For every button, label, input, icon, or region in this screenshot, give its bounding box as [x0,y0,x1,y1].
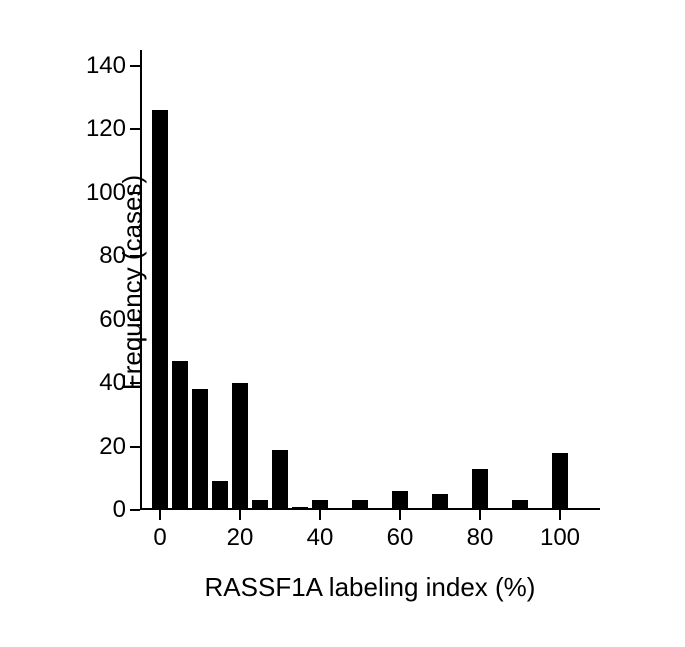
histogram-bar [212,481,228,510]
y-axis-label: Frequency (cases) [117,175,148,390]
histogram-bar [152,110,168,510]
x-tick-label: 40 [307,510,334,552]
y-tick-label: 140 [86,52,140,80]
y-tick-label: 20 [99,433,140,461]
x-axis-label: RASSF1A labeling index (%) [140,572,600,603]
x-tick-label: 100 [540,510,580,552]
histogram-bar [312,500,328,510]
plot-area: 020406080100120140020406080100 [140,50,600,510]
histogram-bar [392,491,408,510]
histogram-bar [552,453,568,510]
y-tick-label: 120 [86,115,140,143]
histogram-bar [432,494,448,510]
x-tick-label: 20 [227,510,254,552]
x-axis-line [140,508,600,510]
histogram-bar [172,361,188,510]
histogram-bar [232,383,248,510]
x-tick-label: 80 [467,510,494,552]
y-tick-label: 0 [113,496,140,524]
histogram-bar [352,500,368,510]
histogram-bar [192,389,208,510]
histogram-bar [472,469,488,510]
histogram-bar [252,500,268,510]
histogram-bar [272,450,288,510]
histogram-bar [292,507,308,510]
histogram-bar [512,500,528,510]
x-tick-label: 0 [153,510,166,552]
chart-container: 020406080100120140020406080100 Frequency… [0,0,685,647]
x-tick-label: 60 [387,510,414,552]
